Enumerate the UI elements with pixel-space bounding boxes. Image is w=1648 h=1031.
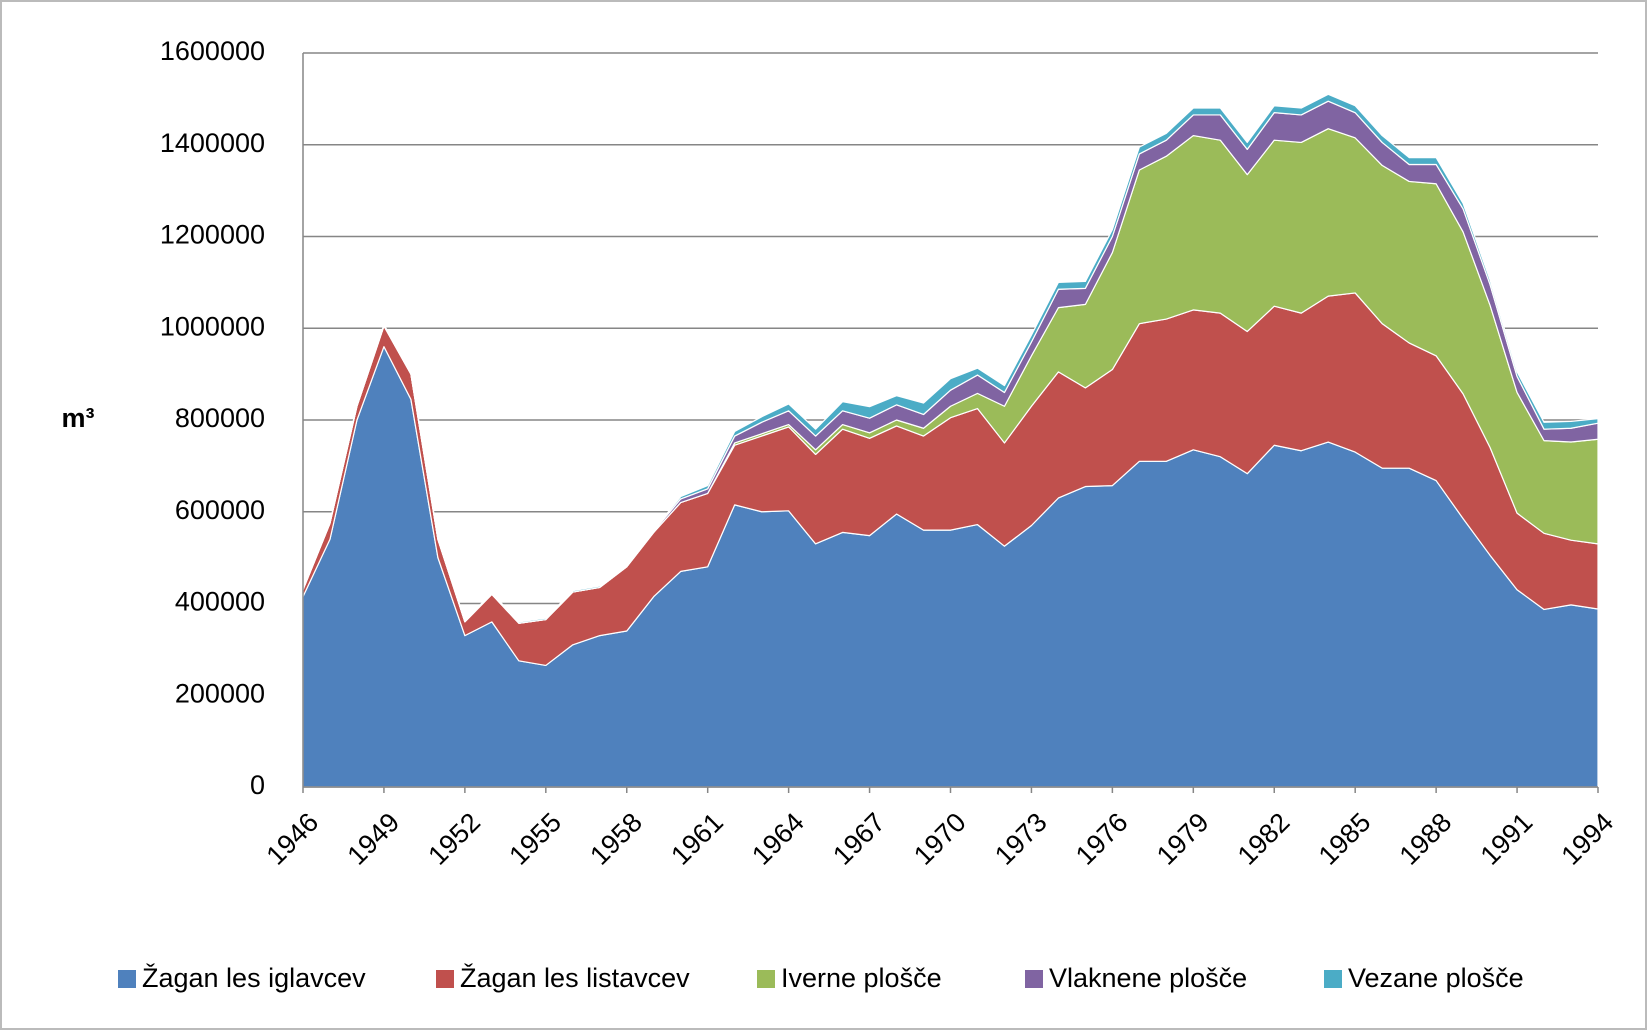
legend-label: Vlaknene plošče — [1049, 963, 1247, 993]
legend-swatch — [1324, 970, 1342, 988]
x-tick-label: 1994 — [1556, 807, 1620, 871]
y-tick-label: 400000 — [175, 587, 265, 617]
x-tick-label: 1964 — [746, 807, 810, 871]
x-tick-label: 1961 — [665, 807, 729, 871]
x-tick-label: 1973 — [989, 807, 1053, 871]
x-tick-label: 1988 — [1394, 807, 1458, 871]
legend-swatch — [1025, 970, 1043, 988]
y-axis-label: m³ — [62, 403, 95, 433]
y-tick-label: 600000 — [175, 495, 265, 525]
legend-label: Žagan les listavcev — [460, 962, 690, 993]
y-tick-label: 1400000 — [160, 128, 265, 158]
y-tick-label: 1600000 — [160, 36, 265, 66]
y-tick-label: 800000 — [175, 403, 265, 433]
y-tick-label: 1000000 — [160, 311, 265, 341]
x-tick-label: 1970 — [908, 807, 972, 871]
y-tick-label: 200000 — [175, 678, 265, 708]
legend-swatch — [757, 970, 775, 988]
x-tick-label: 1967 — [827, 807, 891, 871]
legend-label: Iverne plošče — [781, 963, 942, 993]
x-tick-label: 1985 — [1313, 807, 1377, 871]
legend-label: Žagan les iglavcev — [142, 962, 366, 993]
x-tick-label: 1949 — [342, 807, 406, 871]
legend-swatch — [436, 970, 454, 988]
legend-label: Vezane plošče — [1348, 963, 1524, 993]
x-tick-label: 1955 — [503, 807, 567, 871]
x-tick-label: 1952 — [422, 807, 486, 871]
area — [302, 93, 1599, 624]
y-tick-label: 0 — [250, 770, 265, 800]
x-tick-label: 1979 — [1151, 807, 1215, 871]
x-tick-label: 1976 — [1070, 807, 1134, 871]
x-tick-label: 1958 — [584, 807, 648, 871]
x-tick-label: 1982 — [1232, 807, 1296, 871]
x-tick-label: 1991 — [1475, 807, 1539, 871]
legend-swatch — [118, 970, 136, 988]
y-tick-label: 1200000 — [160, 220, 265, 250]
x-tick-label: 1946 — [261, 807, 325, 871]
